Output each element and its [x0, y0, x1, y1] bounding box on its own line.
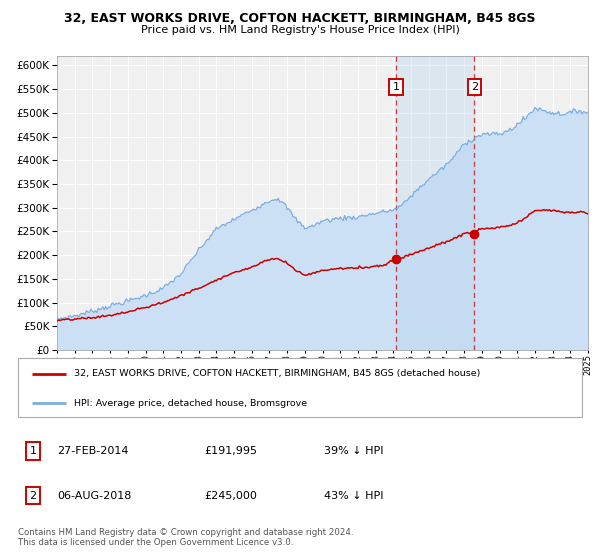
FancyBboxPatch shape	[18, 358, 582, 417]
Text: Contains HM Land Registry data © Crown copyright and database right 2024.
This d: Contains HM Land Registry data © Crown c…	[18, 528, 353, 547]
Bar	[396, 56, 475, 350]
Text: 32, EAST WORKS DRIVE, COFTON HACKETT, BIRMINGHAM, B45 8GS (detached house): 32, EAST WORKS DRIVE, COFTON HACKETT, BI…	[74, 369, 481, 378]
Text: HPI: Average price, detached house, Bromsgrove: HPI: Average price, detached house, Brom…	[74, 399, 308, 408]
Text: 27-FEB-2014: 27-FEB-2014	[57, 446, 128, 456]
Text: Price paid vs. HM Land Registry's House Price Index (HPI): Price paid vs. HM Land Registry's House …	[140, 25, 460, 35]
Text: £191,995: £191,995	[204, 446, 257, 456]
Text: 32, EAST WORKS DRIVE, COFTON HACKETT, BIRMINGHAM, B45 8GS: 32, EAST WORKS DRIVE, COFTON HACKETT, BI…	[64, 12, 536, 25]
Text: 1: 1	[29, 446, 37, 456]
Text: 2: 2	[471, 82, 478, 92]
Text: 2: 2	[29, 491, 37, 501]
Text: 39% ↓ HPI: 39% ↓ HPI	[324, 446, 383, 456]
Text: 06-AUG-2018: 06-AUG-2018	[57, 491, 131, 501]
Text: 43% ↓ HPI: 43% ↓ HPI	[324, 491, 383, 501]
Text: £245,000: £245,000	[204, 491, 257, 501]
Text: 1: 1	[392, 82, 400, 92]
